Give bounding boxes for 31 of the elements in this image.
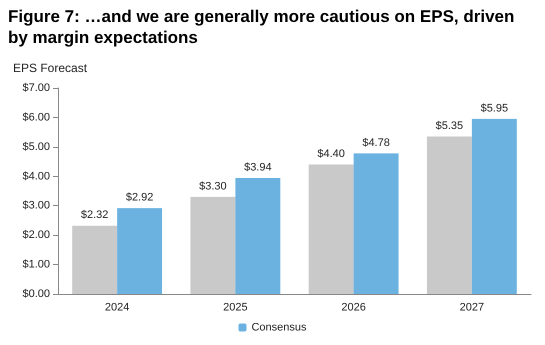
data-label: $3.94: [244, 162, 272, 174]
legend-label: Consensus: [251, 322, 308, 334]
y-tick-label: $4.00: [22, 170, 50, 182]
y-tick-label: $6.00: [22, 111, 50, 124]
data-label: $2.32: [80, 209, 108, 222]
bar: [72, 226, 118, 294]
data-label: $4.78: [362, 136, 390, 149]
data-label: $5.35: [436, 120, 464, 132]
x-tick-label: 2027: [460, 302, 484, 314]
bar: [117, 208, 162, 294]
bar: [472, 118, 517, 294]
bar: [308, 164, 354, 294]
y-tick-label: $3.00: [22, 200, 50, 212]
x-tick-label: 2024: [104, 302, 130, 314]
bar: [190, 196, 236, 294]
x-tick-label: 2026: [341, 302, 366, 314]
y-tick-label: $0.00: [22, 288, 50, 300]
y-tick-label: $5.00: [22, 140, 50, 153]
data-label: $5.95: [480, 102, 508, 114]
data-label: $3.30: [199, 180, 227, 192]
y-tick-label: $1.00: [22, 258, 50, 271]
bar: [426, 136, 472, 294]
y-axis-title: EPS Forecast: [13, 61, 88, 75]
chart-title: Figure 7: …and we are generally more cautious on EPS, driven by margin expectations: [7, 6, 516, 48]
bar: [354, 153, 399, 294]
data-label: $2.92: [126, 192, 154, 204]
y-tick-label: $7.00: [22, 82, 50, 94]
data-label: $4.40: [317, 148, 345, 160]
x-tick-label: 2025: [223, 302, 248, 314]
y-tick-label: $2.00: [22, 229, 50, 242]
bar: [235, 178, 280, 294]
